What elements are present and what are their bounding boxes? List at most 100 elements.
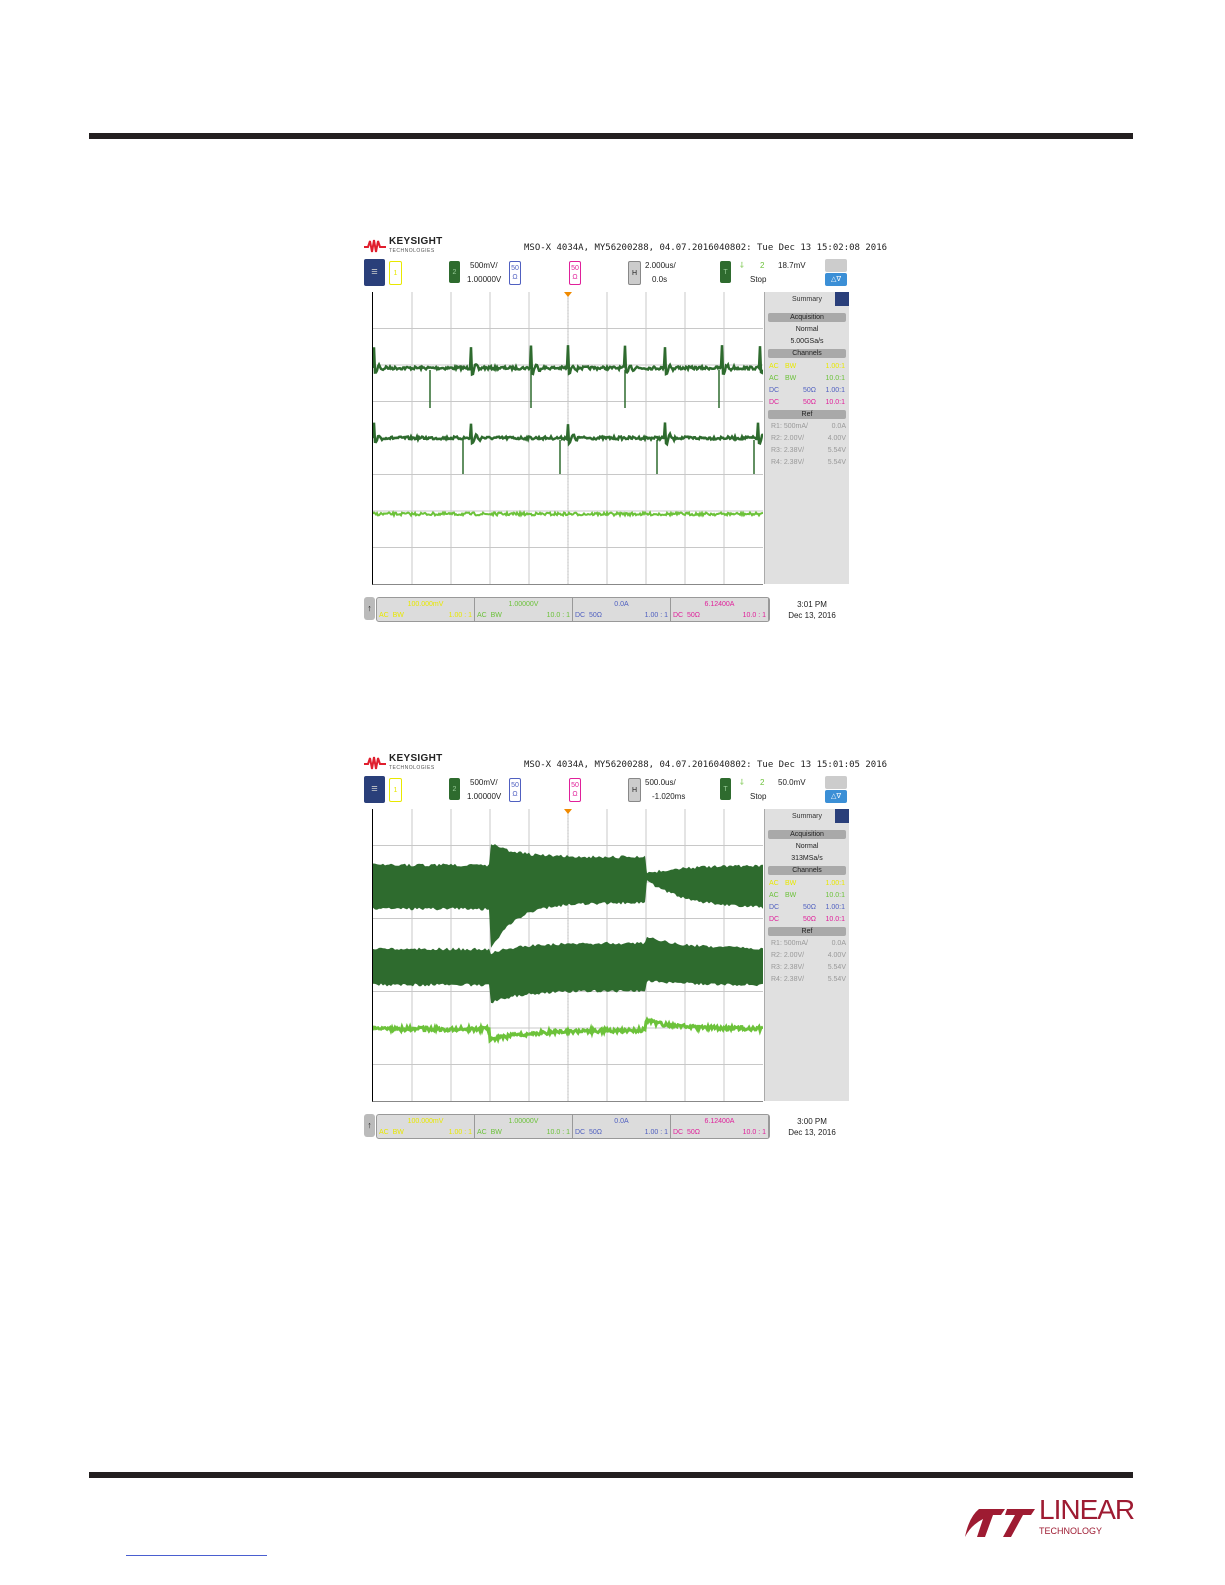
menu-button[interactable]: ≡ bbox=[364, 776, 385, 803]
summary-title: Summary bbox=[792, 296, 822, 303]
auto-scale-button[interactable]: △∇ bbox=[825, 790, 847, 803]
ref-offset: 5.54V bbox=[827, 447, 846, 454]
ch2-envelope-upper bbox=[373, 844, 763, 948]
impedance: 50Ω bbox=[803, 904, 817, 911]
lt-logo-icon bbox=[965, 1509, 1035, 1537]
scope-header: MSO-X 4034A, MY56200288, 04.07.201604080… bbox=[524, 243, 888, 253]
ch2-button[interactable]: 2 bbox=[449, 778, 460, 800]
keysight-wave-icon bbox=[364, 756, 386, 769]
coupling: DC bbox=[769, 399, 780, 406]
ch2-scale: 500mV/ bbox=[470, 778, 498, 787]
coupling: DC bbox=[673, 612, 684, 619]
coupling: DC bbox=[575, 612, 586, 619]
channels-header: Channels bbox=[768, 866, 846, 875]
acquisition-header: Acquisition bbox=[768, 830, 846, 839]
ch1-trace bbox=[373, 509, 763, 519]
oscilloscope-screenshot: KEYSIGHT TECHNOLOGIES MSO-X 4034A, MY5620… bbox=[362, 749, 887, 1141]
channel-offset: 1.00000V bbox=[508, 601, 539, 608]
channel-cell[interactable]: 100.000mV AC BW 1.00 : 1 bbox=[377, 1115, 475, 1138]
ch1-button[interactable]: 1 bbox=[389, 778, 402, 802]
probe-ratio: 1.00:1 bbox=[825, 363, 845, 370]
trigger-button[interactable]: T bbox=[720, 778, 731, 800]
scope-toolbar: ≡ 1 2 500mV/ 1.00000V 50 Ω 50 Ω H 500.0us/… bbox=[362, 776, 852, 804]
keysight-logo: KEYSIGHT TECHNOLOGIES bbox=[364, 753, 443, 772]
run-state: Stop bbox=[750, 792, 767, 801]
footer-link-underline[interactable] bbox=[126, 1555, 267, 1556]
probe-ratio: 1.00 : 1 bbox=[644, 612, 668, 619]
probe-ratio: 1.00 : 1 bbox=[448, 612, 472, 619]
channel-bar: 100.000mV AC BW 1.00 : 1 1.00000V AC BW … bbox=[376, 597, 770, 622]
channels-header: Channels bbox=[768, 349, 846, 358]
channel-cell[interactable]: 100.000mV AC BW 1.00 : 1 bbox=[377, 598, 475, 621]
channel-cell[interactable]: 1.00000V AC BW 10.0 : 1 bbox=[475, 1115, 573, 1138]
scope-header: MSO-X 4034A, MY56200288, 04.07.201604080… bbox=[524, 760, 888, 770]
keysight-wave-icon bbox=[364, 239, 386, 252]
impedance: 50Ω bbox=[803, 916, 817, 923]
probe-ratio: 1.00:1 bbox=[825, 387, 845, 394]
probe-ratio: 10.0:1 bbox=[825, 399, 845, 406]
clock: 3:00 PM Dec 13, 2016 bbox=[782, 1116, 842, 1138]
waveform-display[interactable] bbox=[372, 809, 763, 1102]
ch2-scale: 500mV/ bbox=[470, 261, 498, 270]
channel-offset: 6.12400A bbox=[704, 1118, 735, 1125]
menu-button[interactable]: ≡ bbox=[364, 259, 385, 286]
channel-cell[interactable]: 6.12400A DC 50Ω 10.0 : 1 bbox=[671, 1115, 769, 1138]
bw-limit: BW bbox=[785, 363, 797, 370]
ch2-spikes-upper bbox=[429, 370, 720, 408]
ch4-imp: 50 bbox=[571, 782, 579, 789]
ch2-trace-upper bbox=[373, 345, 763, 377]
probe-ratio: 1.00 : 1 bbox=[644, 1129, 668, 1136]
display-button[interactable] bbox=[825, 776, 847, 789]
channel-cell[interactable]: 0.0A DC 50Ω 1.00 : 1 bbox=[573, 1115, 671, 1138]
channel-cell[interactable]: 6.12400A DC 50Ω 10.0 : 1 bbox=[671, 598, 769, 621]
ch2-envelope-lower bbox=[373, 936, 763, 1004]
bw-or-imp: BW bbox=[392, 612, 404, 619]
ch4-button[interactable]: 50 Ω bbox=[569, 778, 581, 802]
ch3-button[interactable]: 50 Ω bbox=[509, 261, 521, 285]
summary-panel: Summary Acquisition Normal 5.00GSa/s Cha… bbox=[764, 292, 849, 584]
ref-scale: R1: 500mA/ bbox=[771, 940, 808, 947]
rising-edge-icon: ⸸ bbox=[740, 778, 744, 787]
trigger-button[interactable]: T bbox=[720, 261, 731, 283]
summary-menu-icon[interactable] bbox=[835, 292, 849, 306]
trigger-position-marker bbox=[564, 809, 572, 814]
linear-wordmark: LINEAR bbox=[1039, 1494, 1135, 1525]
ch1-button[interactable]: 1 bbox=[389, 261, 402, 285]
bw-limit: BW bbox=[785, 880, 797, 887]
channel-cell[interactable]: 1.00000V AC BW 10.0 : 1 bbox=[475, 598, 573, 621]
horizontal-button[interactable]: H bbox=[628, 778, 641, 802]
ch4-button[interactable]: 50 Ω bbox=[569, 261, 581, 285]
bw-limit: BW bbox=[785, 375, 797, 382]
summary-menu-icon[interactable] bbox=[835, 809, 849, 823]
ref-offset: 0.0A bbox=[831, 423, 846, 430]
bw-or-imp: BW bbox=[490, 612, 502, 619]
horizontal-scale: 2.000us/ bbox=[645, 261, 676, 270]
up-arrow-button[interactable]: ↑ bbox=[364, 597, 375, 620]
display-button[interactable] bbox=[825, 259, 847, 272]
ch3-button[interactable]: 50 Ω bbox=[509, 778, 521, 802]
coupling: DC bbox=[769, 904, 780, 911]
ohm: Ω bbox=[572, 274, 578, 281]
channel-cell[interactable]: 0.0A DC 50Ω 1.00 : 1 bbox=[573, 598, 671, 621]
ref-scale: R4: 2.38V/ bbox=[771, 459, 805, 466]
technology-wordmark: TECHNOLOGY bbox=[1039, 1526, 1103, 1536]
probe-ratio: 10.0 : 1 bbox=[546, 612, 570, 619]
probe-ratio: 1.00:1 bbox=[825, 880, 845, 887]
bw-or-imp: BW bbox=[490, 1129, 502, 1136]
channel-offset: 6.12400A bbox=[704, 601, 735, 608]
trigger-level: 50.0mV bbox=[778, 778, 806, 787]
date: Dec 13, 2016 bbox=[788, 1128, 836, 1137]
impedance: 50Ω bbox=[803, 387, 817, 394]
coupling: AC bbox=[379, 1129, 389, 1136]
ref-header: Ref bbox=[768, 410, 846, 419]
horizontal-button[interactable]: H bbox=[628, 261, 641, 285]
probe-ratio: 10.0:1 bbox=[825, 892, 845, 899]
up-arrow-button[interactable]: ↑ bbox=[364, 1114, 375, 1137]
auto-scale-button[interactable]: △∇ bbox=[825, 273, 847, 286]
waveform-display[interactable] bbox=[372, 292, 763, 585]
coupling: AC bbox=[769, 892, 779, 899]
trigger-position-marker bbox=[564, 292, 572, 297]
trigger-source: 2 bbox=[760, 261, 765, 270]
probe-ratio: 10.0:1 bbox=[825, 916, 845, 923]
ch2-button[interactable]: 2 bbox=[449, 261, 460, 283]
